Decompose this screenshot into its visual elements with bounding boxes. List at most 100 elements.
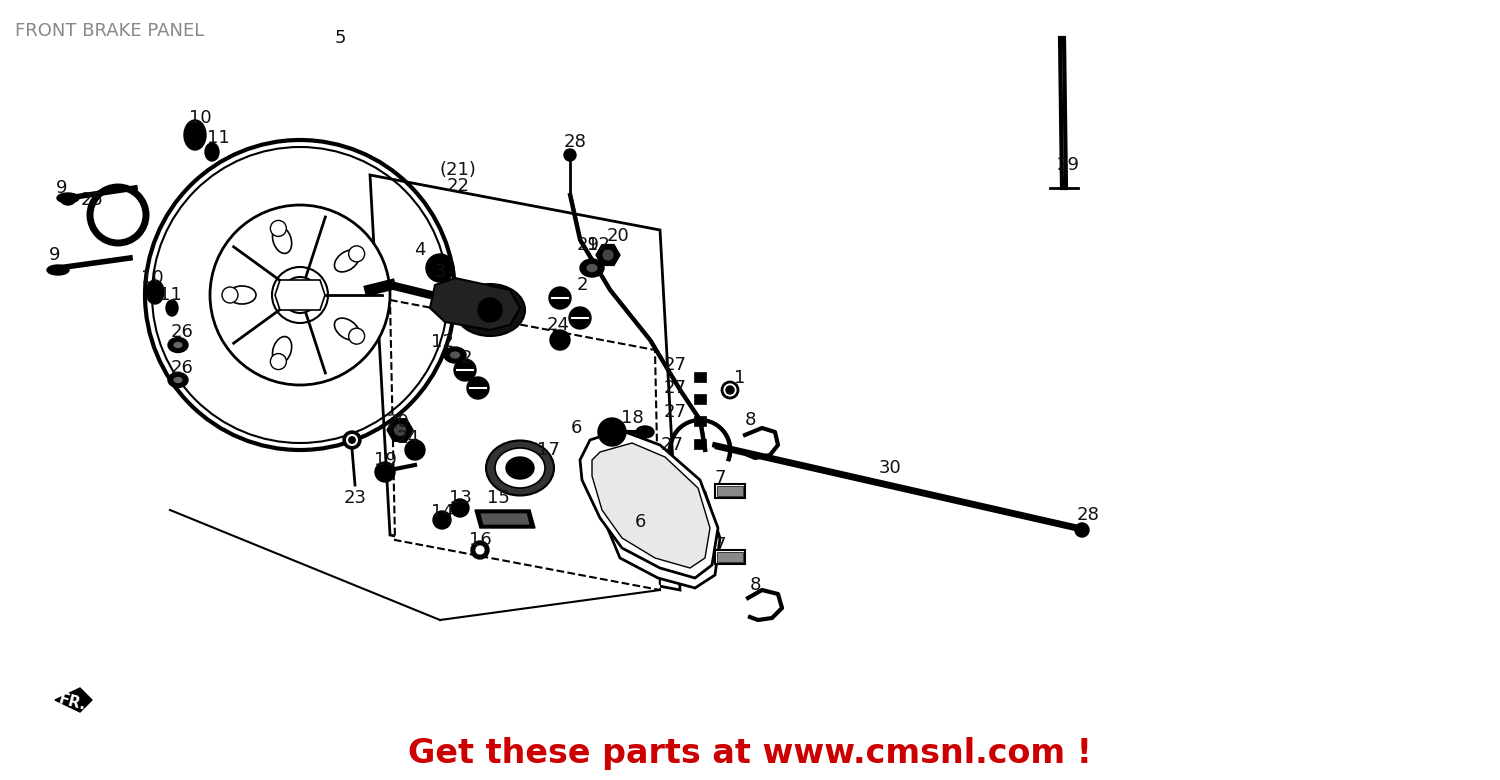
Bar <box>717 486 742 496</box>
Text: 3: 3 <box>435 263 445 281</box>
Ellipse shape <box>334 318 360 340</box>
Bar <box>694 372 706 382</box>
Polygon shape <box>390 300 660 590</box>
Ellipse shape <box>168 373 188 388</box>
Text: 22: 22 <box>447 177 470 195</box>
Ellipse shape <box>172 377 183 384</box>
Circle shape <box>282 277 318 313</box>
Text: 29: 29 <box>576 236 600 254</box>
Text: 23: 23 <box>344 489 366 507</box>
Circle shape <box>454 359 476 381</box>
Text: 8: 8 <box>744 411 756 429</box>
Bar <box>694 394 706 404</box>
Polygon shape <box>274 280 326 310</box>
Text: 28: 28 <box>564 133 586 151</box>
Circle shape <box>405 440 424 460</box>
Polygon shape <box>56 688 92 712</box>
Text: 29: 29 <box>1056 156 1080 174</box>
Text: 25: 25 <box>81 191 104 209</box>
Text: 20: 20 <box>387 413 410 431</box>
Circle shape <box>476 545 484 555</box>
Ellipse shape <box>486 441 554 495</box>
Ellipse shape <box>586 264 598 272</box>
Polygon shape <box>430 278 520 330</box>
Text: 9: 9 <box>57 179 68 197</box>
Circle shape <box>210 205 390 385</box>
Text: 16: 16 <box>468 531 492 549</box>
Text: FR.: FR. <box>57 691 87 713</box>
Text: 4: 4 <box>414 241 426 259</box>
Ellipse shape <box>462 291 518 329</box>
Ellipse shape <box>636 426 654 438</box>
Text: 6: 6 <box>570 419 582 437</box>
Circle shape <box>270 221 286 236</box>
Text: (21): (21) <box>440 161 477 179</box>
Circle shape <box>726 386 734 394</box>
Text: 9: 9 <box>50 246 60 264</box>
Text: 8: 8 <box>750 576 760 594</box>
Text: 27: 27 <box>660 436 684 454</box>
Circle shape <box>1076 524 1088 536</box>
Text: 6: 6 <box>634 513 645 531</box>
Circle shape <box>272 267 328 323</box>
Text: 26: 26 <box>171 359 194 377</box>
Text: 14: 14 <box>430 503 453 521</box>
Ellipse shape <box>228 286 256 304</box>
Circle shape <box>471 541 489 559</box>
Ellipse shape <box>62 195 75 205</box>
Circle shape <box>348 246 364 262</box>
Circle shape <box>344 431 362 449</box>
Ellipse shape <box>46 265 69 275</box>
Ellipse shape <box>57 193 80 203</box>
Bar <box>716 484 746 498</box>
Polygon shape <box>480 513 530 525</box>
Ellipse shape <box>580 259 604 277</box>
Circle shape <box>598 418 625 446</box>
Text: 7: 7 <box>714 536 726 554</box>
Polygon shape <box>604 445 720 588</box>
Ellipse shape <box>506 457 534 479</box>
Text: 24: 24 <box>546 316 570 334</box>
Circle shape <box>564 149 576 161</box>
Text: 19: 19 <box>374 451 396 469</box>
Circle shape <box>549 287 572 309</box>
Circle shape <box>1076 523 1089 537</box>
Polygon shape <box>387 419 412 441</box>
Text: 12: 12 <box>586 236 609 254</box>
Polygon shape <box>580 430 718 578</box>
Circle shape <box>375 462 394 482</box>
Text: 5: 5 <box>334 29 345 47</box>
Ellipse shape <box>273 336 291 363</box>
Ellipse shape <box>146 280 164 304</box>
Circle shape <box>426 254 454 282</box>
Text: 20: 20 <box>606 227 630 245</box>
Circle shape <box>270 353 286 370</box>
Text: 26: 26 <box>171 323 194 341</box>
Ellipse shape <box>454 284 525 336</box>
Text: 13: 13 <box>448 489 471 507</box>
Text: 10: 10 <box>141 269 164 287</box>
Polygon shape <box>370 175 680 590</box>
Polygon shape <box>592 443 710 568</box>
Polygon shape <box>476 510 536 528</box>
Polygon shape <box>596 245 619 265</box>
Text: 12: 12 <box>430 333 453 351</box>
Text: FRONT BRAKE PANEL: FRONT BRAKE PANEL <box>15 22 204 40</box>
Ellipse shape <box>495 448 544 488</box>
Text: Get these parts at www.cmsnl.com !: Get these parts at www.cmsnl.com ! <box>408 737 1092 770</box>
Ellipse shape <box>206 143 219 161</box>
Text: 2: 2 <box>576 276 588 294</box>
Ellipse shape <box>172 342 183 349</box>
Circle shape <box>466 377 489 399</box>
Circle shape <box>478 298 502 322</box>
Text: 18: 18 <box>621 409 644 427</box>
Text: 27: 27 <box>663 403 687 421</box>
Circle shape <box>222 287 238 303</box>
Text: 11: 11 <box>207 129 230 147</box>
Circle shape <box>348 328 364 344</box>
Bar <box>694 439 706 449</box>
Ellipse shape <box>450 351 460 359</box>
Text: 24: 24 <box>396 429 420 447</box>
Text: 28: 28 <box>1077 506 1100 524</box>
Ellipse shape <box>444 347 466 363</box>
